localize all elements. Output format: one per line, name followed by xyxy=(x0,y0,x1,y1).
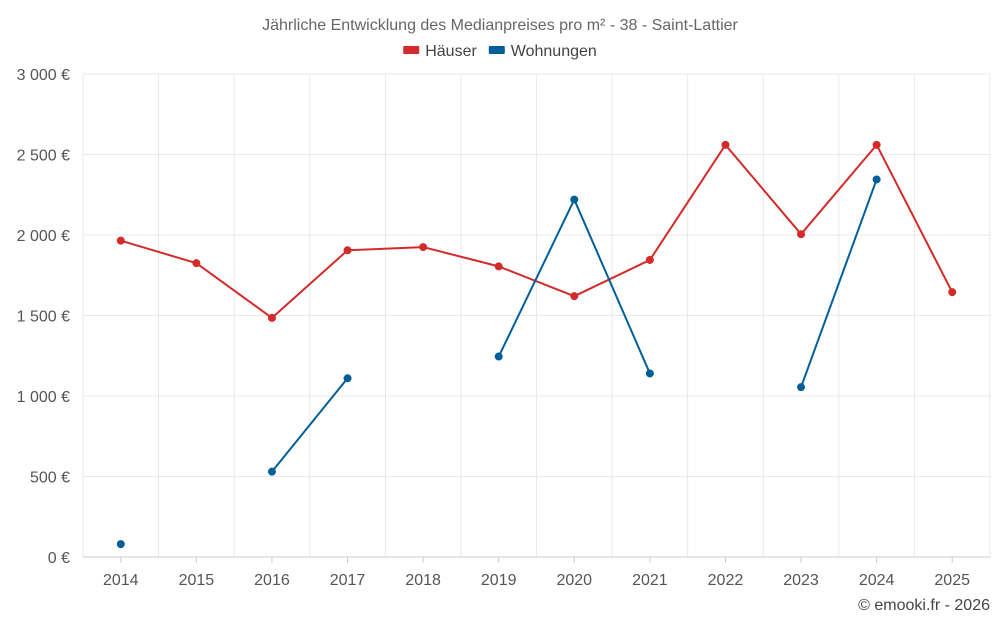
chart-title: Jährliche Entwicklung des Medianpreises … xyxy=(262,17,738,34)
legend-label: Häuser xyxy=(425,43,477,60)
data-point[interactable] xyxy=(192,259,201,268)
data-point[interactable] xyxy=(494,352,503,361)
data-point[interactable] xyxy=(570,195,579,204)
legend-swatch xyxy=(403,46,420,54)
y-tick-label: 0 € xyxy=(48,550,70,567)
legend-item[interactable]: Wohnungen xyxy=(488,43,597,60)
data-point[interactable] xyxy=(343,246,352,255)
grid xyxy=(82,73,991,557)
y-tick-label: 500 € xyxy=(30,470,70,487)
x-tick-label: 2016 xyxy=(254,572,290,589)
data-point[interactable] xyxy=(494,262,503,271)
data-point[interactable] xyxy=(645,255,654,264)
credit-text: © emooki.fr - 2026 xyxy=(858,597,990,614)
data-point[interactable] xyxy=(797,383,806,392)
data-point[interactable] xyxy=(267,313,276,322)
x-tick-label: 2021 xyxy=(632,572,668,589)
legend-label: Wohnungen xyxy=(511,43,597,60)
data-point[interactable] xyxy=(570,292,579,301)
x-tick-label: 2019 xyxy=(481,572,517,589)
series-line xyxy=(271,377,349,473)
y-tick-label: 2 500 € xyxy=(17,148,70,165)
x-tick-label: 2020 xyxy=(556,572,592,589)
x-tick-label: 2015 xyxy=(179,572,215,589)
legend-swatch xyxy=(488,46,505,54)
x-tick-label: 2014 xyxy=(103,572,139,589)
data-point[interactable] xyxy=(645,369,654,378)
legend: Häuser Wohnungen xyxy=(403,43,597,60)
series-line xyxy=(120,143,954,319)
x-tick-label: 2025 xyxy=(934,572,970,589)
data-point[interactable] xyxy=(116,236,125,245)
axes: 0 € 500 € 1 000 € 1 500 € 2 000 € 2 500 € 3 00… xyxy=(17,67,990,589)
data-point[interactable] xyxy=(721,140,730,149)
data-point[interactable] xyxy=(419,243,428,252)
x-tick-label: 2024 xyxy=(859,572,895,589)
data-point[interactable] xyxy=(116,540,125,549)
data-point[interactable] xyxy=(797,230,806,239)
series-Häuser xyxy=(116,140,957,322)
x-tick-label: 2018 xyxy=(405,572,441,589)
y-tick-label: 3 000 € xyxy=(17,67,70,84)
x-tick-label: 2022 xyxy=(708,572,744,589)
series-line xyxy=(497,198,651,374)
y-tick-label: 2 000 € xyxy=(17,228,70,245)
data-point[interactable] xyxy=(267,467,276,476)
series-Wohnungen xyxy=(116,175,881,549)
series-layer xyxy=(116,140,957,549)
x-tick-label: 2023 xyxy=(783,572,819,589)
data-point[interactable] xyxy=(872,140,881,149)
legend-item[interactable]: Häuser xyxy=(403,43,477,60)
data-point[interactable] xyxy=(948,288,957,297)
series-line xyxy=(800,179,878,388)
data-point[interactable] xyxy=(343,374,352,383)
y-tick-label: 1 500 € xyxy=(17,309,70,326)
x-tick-label: 2017 xyxy=(330,572,366,589)
data-point[interactable] xyxy=(872,175,881,184)
y-tick-label: 1 000 € xyxy=(17,389,70,406)
